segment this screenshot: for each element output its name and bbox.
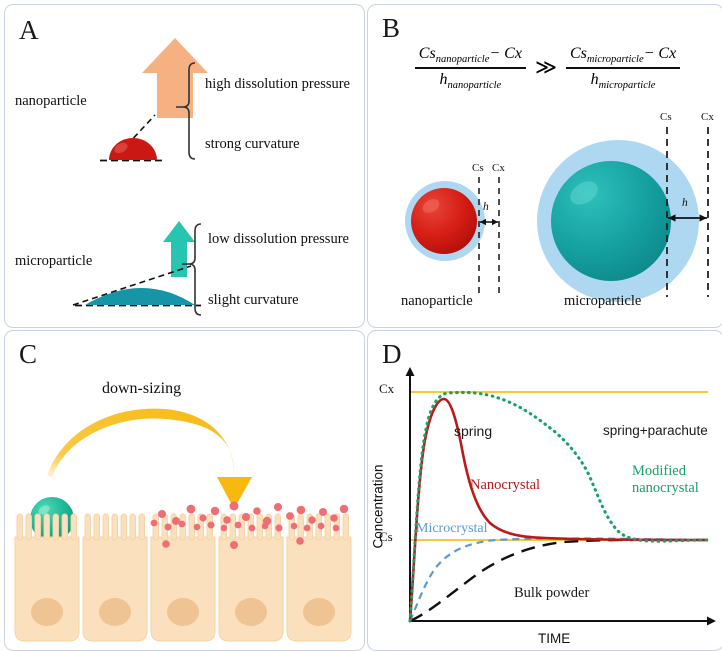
nano-h-arrow xyxy=(480,218,498,226)
left-numerator: Csnanoparticle− Cx xyxy=(415,45,526,67)
strong-curvature-label: strong curvature xyxy=(205,136,300,152)
microparticle-diffusion-diagram xyxy=(537,127,709,302)
micro-h-label: h xyxy=(682,197,688,209)
microparticle-label: microparticle xyxy=(15,253,93,269)
panel-d: D Cx Cs Concentration xyxy=(367,330,722,651)
cell-bodies xyxy=(14,536,352,642)
panel-a-letter: A xyxy=(19,15,39,45)
nanocrystal-curve xyxy=(408,397,709,622)
chart-axes xyxy=(405,367,716,626)
x-axis-title: TIME xyxy=(538,631,571,646)
left-denominator-h: h xyxy=(439,70,448,88)
concentration-time-chart xyxy=(405,367,716,626)
panel-b-nanoparticle-caption: nanoparticle xyxy=(401,293,473,309)
panel-b-letter: B xyxy=(382,13,401,43)
micro-cs-label: Cs xyxy=(660,111,672,123)
micro-tangent-line xyxy=(72,265,192,306)
bulk-powder-annotation: Bulk powder xyxy=(514,585,590,601)
much-greater-than-operator: ≫ xyxy=(534,55,557,80)
right-denominator-subscript: microparticle xyxy=(598,79,656,91)
panel-b-microparticle-caption: microparticle xyxy=(564,293,642,309)
microcrystal-curve xyxy=(408,537,709,622)
right-numerator-cs: Cs xyxy=(569,45,587,62)
equation-left-fraction: Csnanoparticle− Cx hnanoparticle xyxy=(414,45,526,91)
down-sizing-label: down-sizing xyxy=(102,380,182,397)
down-sizing-arrow xyxy=(47,408,252,509)
left-denominator-subscript: nanoparticle xyxy=(447,79,502,91)
spring-annotation: spring xyxy=(454,423,493,439)
right-denominator: hmicroparticle xyxy=(587,69,660,91)
panel-c-letter: C xyxy=(19,339,38,369)
nanoparticle-label: nanoparticle xyxy=(15,93,87,109)
left-numerator-subscript: nanoparticle xyxy=(435,54,490,66)
cell-nuclei xyxy=(31,598,335,626)
panel-a-graphics xyxy=(72,38,208,316)
modified-nanocrystal-curve xyxy=(408,390,710,623)
left-numerator-tail: − Cx xyxy=(489,45,522,62)
dissolution-rate-equation: Csnanoparticle− Cx hnanoparticle ≫ Csmic… xyxy=(380,45,715,91)
nano-cx-label: Cx xyxy=(492,162,505,174)
right-denominator-h: h xyxy=(590,70,599,88)
nano-h-label: h xyxy=(483,201,489,213)
microcrystal-annotation: Microcrystal xyxy=(416,521,488,536)
nanoparticle-dots xyxy=(150,501,349,549)
bulk-powder-curve xyxy=(409,538,709,623)
nanoparticle-dome xyxy=(109,138,157,160)
low-dissolution-pressure-label: low dissolution pressure xyxy=(208,231,349,247)
panel-c-graphics xyxy=(14,408,352,642)
left-denominator: hnanoparticle xyxy=(436,69,506,91)
panel-b: B Csnanoparticle− Cx hnanoparticle ≫ Csm… xyxy=(367,4,722,328)
slight-curvature-label: slight curvature xyxy=(208,292,299,308)
nano-bracket xyxy=(176,62,196,160)
micro-bracket xyxy=(182,223,202,316)
micro-h-arrow xyxy=(668,214,707,222)
equation-right-fraction: Csmicroparticle− Cx hmicroparticle xyxy=(565,45,681,91)
x-axis-arrowhead xyxy=(707,616,716,626)
left-fraction-bar xyxy=(414,67,526,69)
modified-nanocrystal-annotation: Modified nanocrystal xyxy=(632,463,699,497)
spring-parachute-annotation: spring+parachute xyxy=(603,423,708,438)
right-numerator-subscript: microparticle xyxy=(586,54,644,66)
nano-dissolution-arrow xyxy=(142,38,208,118)
epithelial-cell-layer xyxy=(14,501,352,642)
right-fraction-bar xyxy=(565,67,681,69)
nanocrystal-annotation: Nanocrystal xyxy=(470,477,541,493)
micro-dissolution-arrow xyxy=(163,221,195,277)
right-numerator: Csmicroparticle− Cx xyxy=(566,45,680,67)
high-dissolution-pressure-label: high dissolution pressure xyxy=(205,76,350,92)
cx-tick-label: Cx xyxy=(379,381,395,396)
micro-cx-label: Cx xyxy=(701,111,714,123)
panel-c: C down-sizing xyxy=(4,330,365,651)
microparticle-dome xyxy=(85,288,195,305)
panel-d-letter: D xyxy=(382,339,402,369)
right-numerator-tail: − Cx xyxy=(643,45,677,62)
nanoparticle-diffusion-diagram xyxy=(405,177,500,294)
y-axis-title: Concentration xyxy=(370,464,386,549)
panel-a: A xyxy=(4,4,365,328)
nano-cs-label: Cs xyxy=(472,162,484,174)
left-numerator-cs: Cs xyxy=(418,45,436,62)
panel-b-graphics xyxy=(405,127,709,302)
y-axis-arrowhead xyxy=(405,367,415,376)
cs-tick-label: Cs xyxy=(379,529,393,544)
